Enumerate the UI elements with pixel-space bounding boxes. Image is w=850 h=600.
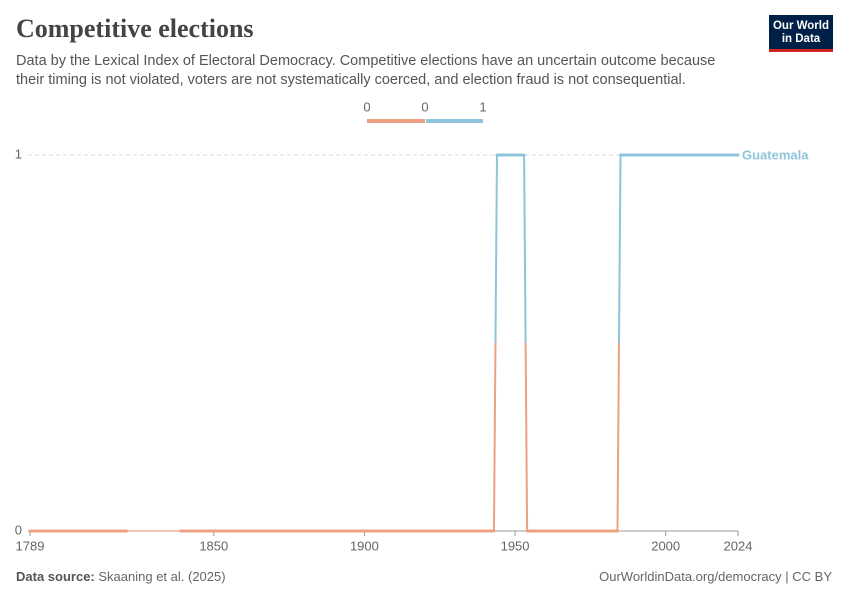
x-tick-label: 1850 <box>199 538 228 553</box>
y-tick-label: 0 <box>15 522 22 537</box>
logo-line: Our World <box>772 20 829 32</box>
x-tick-label: 1950 <box>501 538 530 553</box>
legend-label: 0 <box>363 99 370 114</box>
chart-subtitle: Data by the Lexical Index of Electoral D… <box>16 53 716 88</box>
chart-title: Competitive elections <box>16 14 254 43</box>
transition <box>616 342 620 532</box>
source-text: Skaaning et al. (2025) <box>98 569 226 584</box>
logo[interactable]: Our World in Data <box>769 15 833 52</box>
y-tick-label: 1 <box>15 146 22 161</box>
transition <box>523 154 527 344</box>
legend-label: 1 <box>479 99 486 114</box>
x-tick-label: 2024 <box>724 538 753 553</box>
legend-swatch <box>426 119 483 123</box>
series-label: Guatemala <box>742 147 809 162</box>
chart: 0 0 1 0 1 1789 1850 1900 1950 2000 2024 Guatemala <box>15 99 809 553</box>
source-label: Data source: <box>16 569 95 584</box>
legend-swatch <box>367 119 425 123</box>
transition <box>524 342 529 532</box>
url[interactable]: OurWorldinData.org/democracy | CC BY <box>599 569 832 584</box>
transition <box>492 342 497 532</box>
transition <box>494 154 498 344</box>
legend-label: 0 <box>421 99 428 114</box>
x-tick-label: 2000 <box>651 538 680 553</box>
x-tick-label: 1900 <box>350 538 379 553</box>
transition <box>617 154 622 344</box>
logo-line: in Data <box>781 33 821 45</box>
x-tick-label: 1789 <box>16 538 45 553</box>
source: Data source: Skaaning et al. (2025) <box>16 569 226 584</box>
